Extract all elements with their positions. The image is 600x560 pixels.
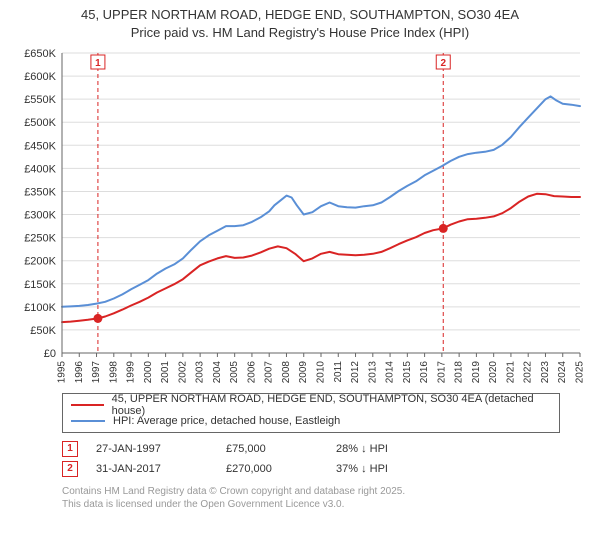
svg-text:2004: 2004 (212, 361, 223, 384)
event-row: 1 27-JAN-1997 £75,000 28% ↓ HPI (62, 439, 446, 459)
svg-text:2006: 2006 (246, 361, 257, 384)
event-price-2: £270,000 (226, 459, 336, 479)
svg-text:£200K: £200K (24, 256, 56, 268)
chart-title: 45, UPPER NORTHAM ROAD, HEDGE END, SOUTH… (12, 6, 588, 41)
svg-text:2011: 2011 (333, 361, 344, 383)
svg-text:2021: 2021 (505, 361, 516, 384)
svg-text:£550K: £550K (24, 94, 56, 106)
svg-text:£50K: £50K (30, 325, 56, 337)
svg-text:£650K: £650K (24, 48, 56, 60)
svg-text:2005: 2005 (229, 361, 240, 384)
svg-text:2010: 2010 (316, 361, 327, 384)
svg-text:1995: 1995 (57, 361, 68, 384)
svg-text:2001: 2001 (160, 361, 171, 384)
svg-text:2014: 2014 (385, 361, 396, 384)
svg-text:2016: 2016 (419, 361, 430, 384)
svg-text:£250K: £250K (24, 233, 56, 245)
legend-label-series-0: 45, UPPER NORTHAM ROAD, HEDGE END, SOUTH… (112, 393, 551, 417)
attribution-line2: This data is licensed under the Open Gov… (62, 498, 588, 511)
svg-text:2020: 2020 (488, 361, 499, 384)
event-hpi-2: 37% ↓ HPI (336, 459, 446, 479)
event-date-2: 31-JAN-2017 (96, 459, 226, 479)
svg-text:1996: 1996 (74, 361, 85, 384)
svg-text:£0: £0 (44, 348, 56, 360)
svg-text:2002: 2002 (177, 361, 188, 384)
legend-label-series-1: HPI: Average price, detached house, East… (113, 415, 340, 427)
svg-text:1: 1 (95, 58, 101, 69)
svg-text:1997: 1997 (91, 361, 102, 384)
chart-svg: £0 £50K £100K £150K £200K £250K £300K £350K £400… (12, 47, 588, 387)
event-hpi-1: 28% ↓ HPI (336, 439, 446, 459)
svg-text:2023: 2023 (540, 361, 551, 384)
svg-text:2025: 2025 (575, 361, 586, 384)
svg-text:2015: 2015 (402, 361, 413, 384)
svg-text:2018: 2018 (454, 361, 465, 384)
svg-text:2008: 2008 (281, 361, 292, 384)
svg-text:1999: 1999 (126, 361, 137, 384)
svg-text:2013: 2013 (367, 361, 378, 384)
title-line2: Price paid vs. HM Land Registry's House … (12, 24, 588, 42)
svg-text:£300K: £300K (24, 210, 56, 222)
event-price-1: £75,000 (226, 439, 336, 459)
svg-text:2007: 2007 (264, 361, 275, 384)
svg-text:£450K: £450K (24, 140, 56, 152)
svg-text:£100K: £100K (24, 302, 56, 314)
attribution-line1: Contains HM Land Registry data © Crown c… (62, 485, 588, 498)
event-table: 1 27-JAN-1997 £75,000 28% ↓ HPI 2 31-JAN… (62, 439, 588, 479)
svg-text:2009: 2009 (298, 361, 309, 384)
svg-text:1998: 1998 (108, 361, 119, 384)
svg-text:2: 2 (440, 58, 446, 69)
svg-text:2024: 2024 (557, 361, 568, 384)
svg-text:£600K: £600K (24, 71, 56, 83)
legend-swatch-series-0 (71, 404, 104, 406)
svg-text:2012: 2012 (350, 361, 361, 384)
title-line1: 45, UPPER NORTHAM ROAD, HEDGE END, SOUTH… (81, 7, 519, 22)
svg-text:2017: 2017 (436, 361, 447, 384)
svg-text:£350K: £350K (24, 187, 56, 199)
legend: 45, UPPER NORTHAM ROAD, HEDGE END, SOUTH… (62, 393, 560, 433)
event-date-1: 27-JAN-1997 (96, 439, 226, 459)
event-marker-2: 2 (62, 461, 78, 477)
svg-text:£150K: £150K (24, 279, 56, 291)
chart: £0 £50K £100K £150K £200K £250K £300K £350K £400… (12, 47, 588, 387)
svg-text:2003: 2003 (195, 361, 206, 384)
event-row: 2 31-JAN-2017 £270,000 37% ↓ HPI (62, 459, 446, 479)
attribution: Contains HM Land Registry data © Crown c… (62, 485, 588, 511)
svg-text:2022: 2022 (523, 361, 534, 384)
event-marker-1: 1 (62, 441, 78, 457)
svg-text:£400K: £400K (24, 163, 56, 175)
svg-text:£500K: £500K (24, 117, 56, 129)
svg-text:2000: 2000 (143, 361, 154, 384)
svg-text:2019: 2019 (471, 361, 482, 384)
legend-swatch-series-1 (71, 420, 105, 422)
